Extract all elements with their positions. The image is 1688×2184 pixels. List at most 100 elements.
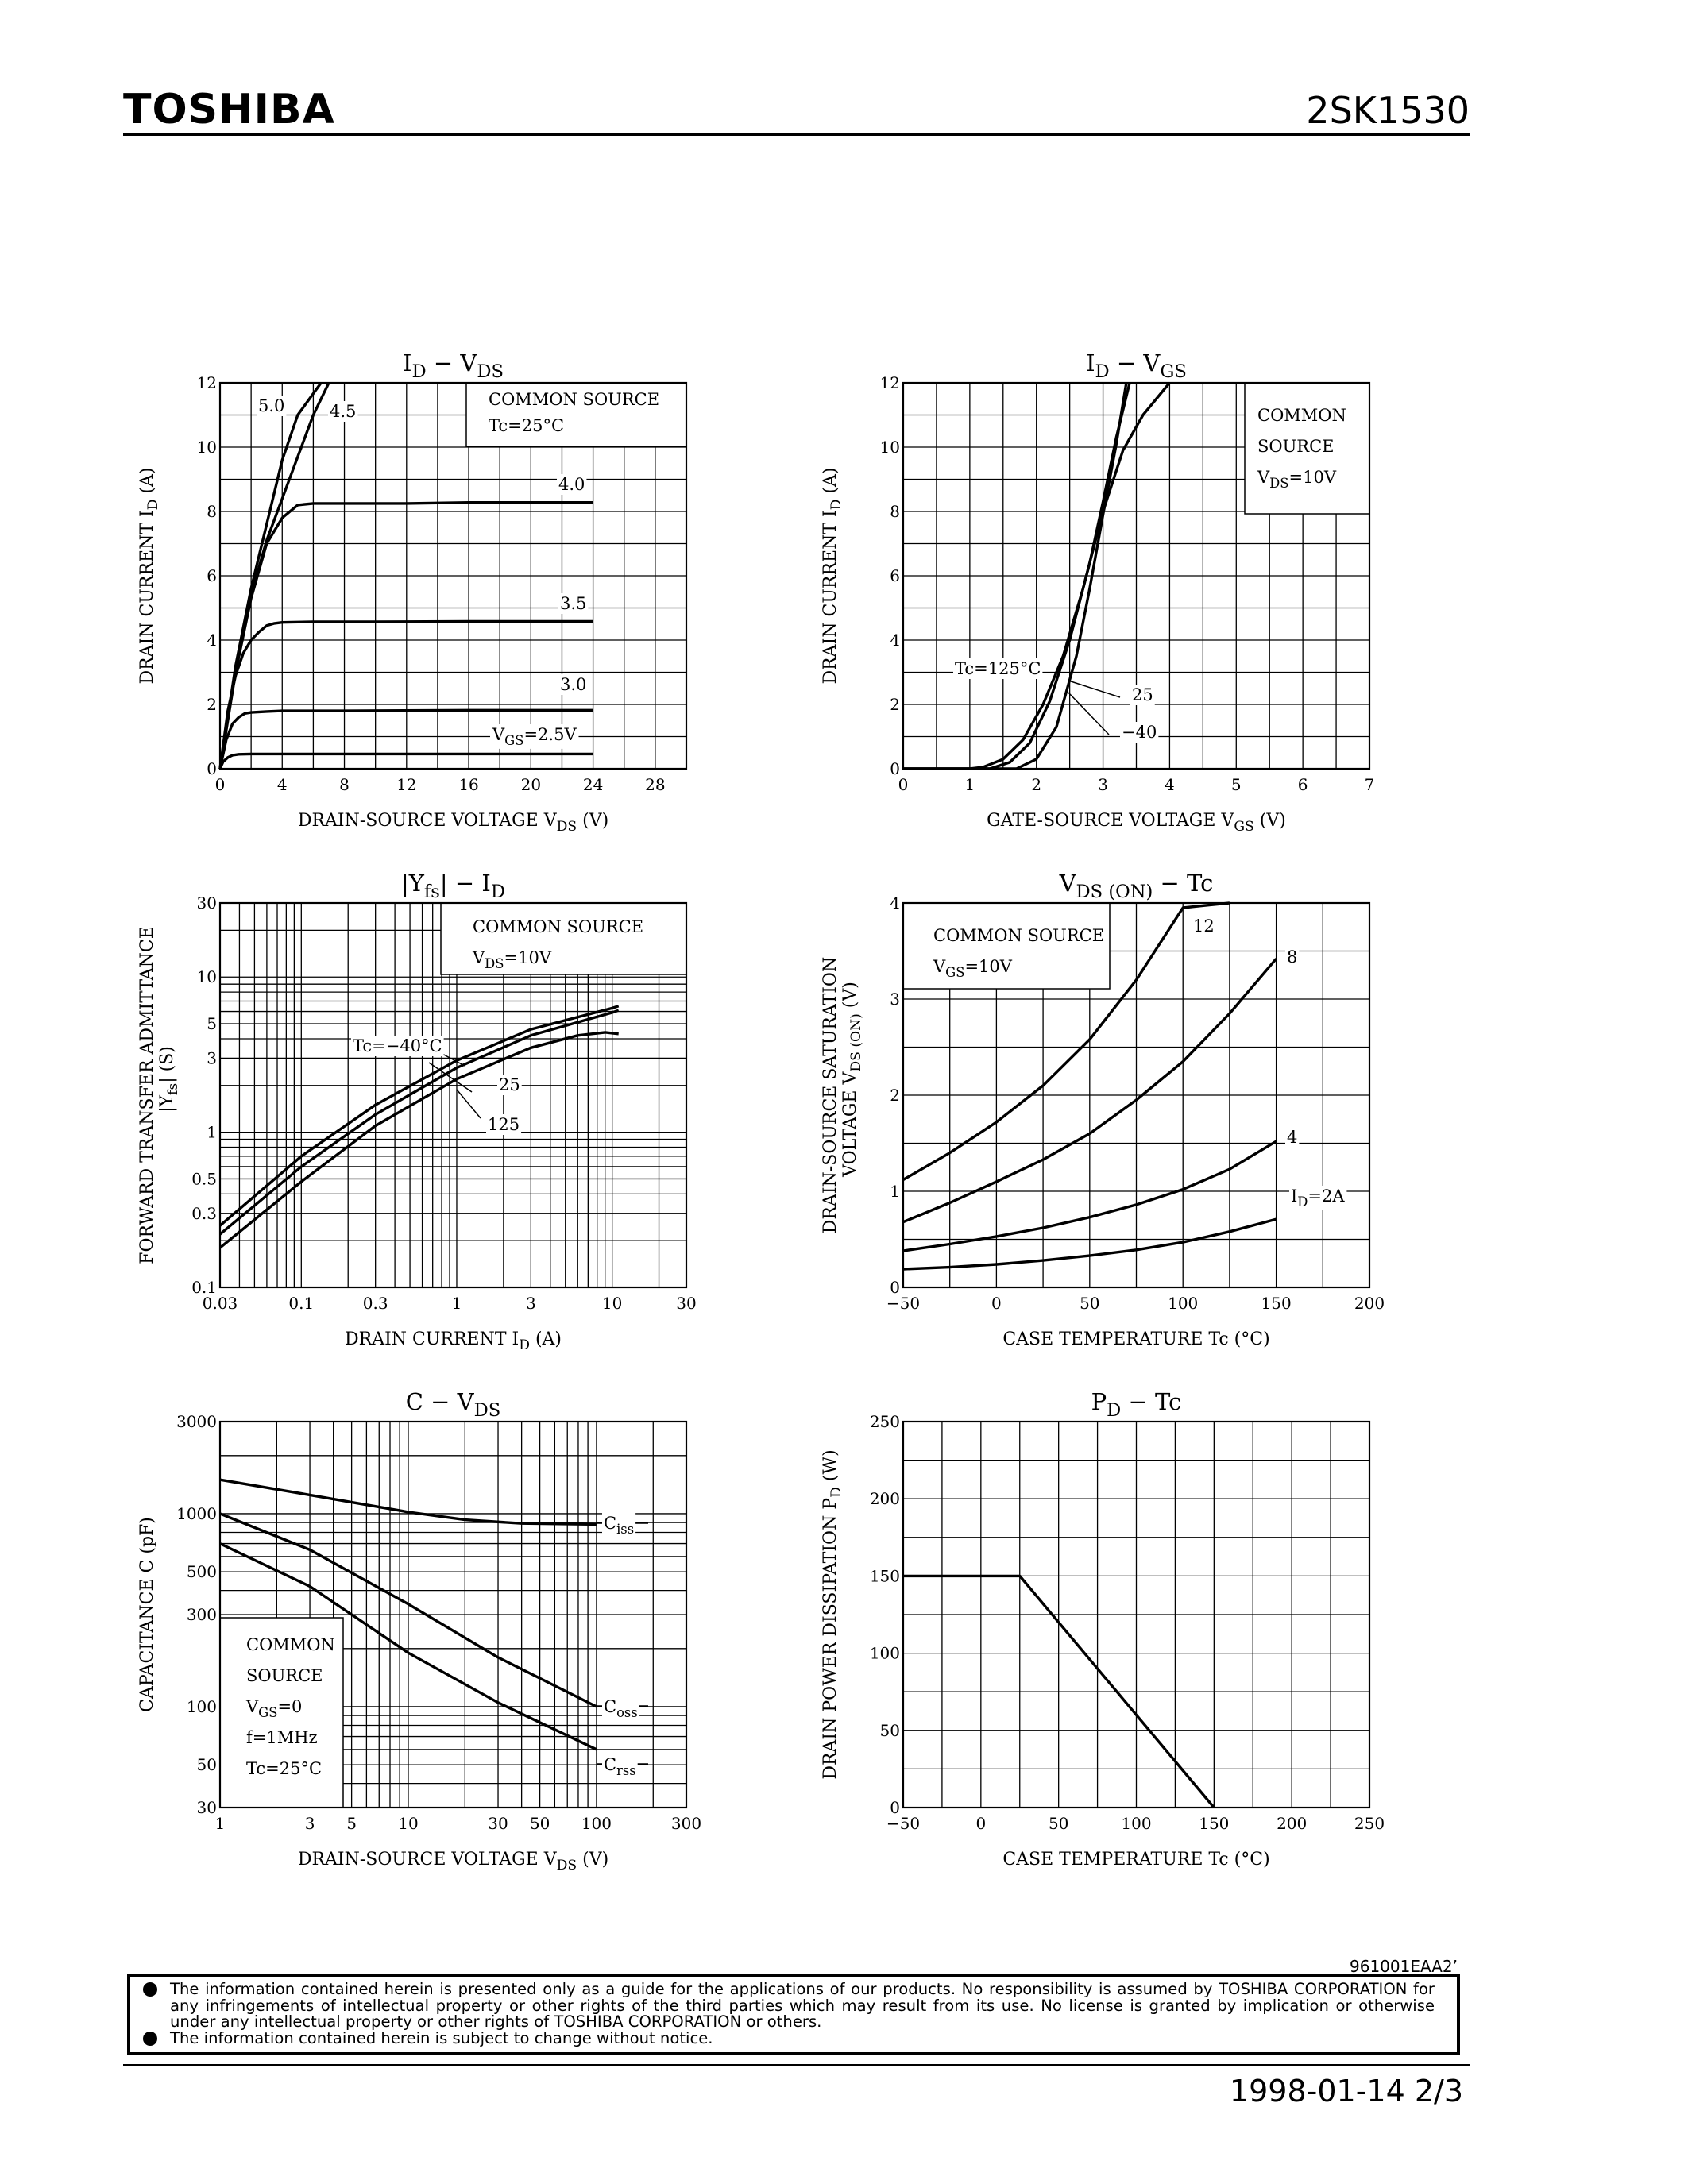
yfs-id-ytick-label: 0.5: [191, 1169, 217, 1188]
pd-tc-ytick-label: 250: [870, 1412, 900, 1431]
vdson-tc-title-part: V: [1059, 870, 1077, 897]
c-vds-xtick-label: 1: [215, 1814, 226, 1833]
vdson-tc-title: VDS (ON) − Tc: [1059, 870, 1214, 902]
pd-tc-xtick-label: 50: [1049, 1814, 1068, 1833]
id-vgs-xlabel: GATE-SOURCE VOLTAGE VGS (V): [987, 811, 1286, 835]
id-vgs-xtick-label: 2: [1031, 775, 1041, 794]
vdson-tc-title-part: DS (ON): [1076, 882, 1153, 902]
id-vgs-legend-text-part: SOURCE: [1257, 437, 1335, 456]
id-vgs-xtick-label-part: 2: [1031, 775, 1041, 794]
vdson-tc-ytick-label-part: 1: [890, 1182, 900, 1201]
id-vgs-ytick-label: 12: [880, 373, 900, 392]
id-vds-xtick-label-part: 4: [277, 775, 288, 794]
id-vgs-xlabel-part: (V): [1254, 811, 1286, 831]
id-vds-annotation-bg: [558, 593, 589, 614]
id-vgs-series-25: [903, 382, 1131, 770]
c-vds-plot-frame: [218, 1420, 688, 1809]
id-vgs-legend-text-part: COMMON: [1257, 406, 1346, 425]
yfs-id-ylabel-part: FORWARD TRANSFER ADMITTANCE: [137, 926, 157, 1264]
id-vds-series-30: [218, 708, 593, 770]
c-vds-legend-box: [219, 1617, 344, 1808]
pd-tc-ytick-label: 200: [870, 1489, 900, 1508]
id-vds-ylabel-part: DRAIN CURRENT I: [137, 510, 157, 684]
c-vds-legend-text-part: =0: [277, 1697, 302, 1716]
pd-tc-plot-frame: [902, 1420, 1371, 1809]
id-vgs-leader-line: [1068, 680, 1121, 698]
pd-tc-xtick-label-part: 250: [1354, 1814, 1385, 1833]
yfs-id-xtick-label: 10: [602, 1294, 622, 1313]
c-vds-xtick-label-part: 50: [530, 1814, 550, 1833]
id-vgs-xtick-label: 3: [1098, 775, 1108, 794]
yfs-id-legend-text-part: COMMON SOURCE: [473, 917, 643, 936]
yfs-id-leader-line: [456, 1089, 481, 1119]
yfs-id-xlabel-part: DRAIN CURRENT I: [345, 1329, 519, 1349]
c-vds-ytick-label: 3000: [176, 1412, 217, 1431]
id-vgs-xtick-label-part: 6: [1298, 775, 1308, 794]
id-vgs-xtick-label-part: 4: [1165, 775, 1175, 794]
bullet-icon: [143, 2031, 157, 2046]
vdson-tc-annotation: 4: [1287, 1128, 1297, 1147]
c-vds-annotation-part: iss: [616, 1522, 634, 1537]
yfs-id-annotation: 25: [499, 1075, 520, 1094]
id-vds-legend-box: [465, 382, 687, 447]
c-vds-series-ciss: [219, 1478, 597, 1526]
id-vds-ytick-label-part: 4: [207, 631, 217, 650]
c-vds-legend-text-part: GS: [258, 1705, 277, 1720]
c-vds-annotation-part: rss: [616, 1763, 636, 1778]
id-vds-xtick-label: 16: [458, 775, 478, 794]
c-vds-legend-text: f=1MHz: [246, 1728, 318, 1747]
yfs-id-xlabel: DRAIN CURRENT ID (A): [345, 1329, 562, 1353]
vdson-tc-annotation-bg: [1285, 1127, 1300, 1148]
yfs-id-ylabel-2-part: fs: [165, 1083, 181, 1095]
yfs-id-ytick-label-part: 0.1: [191, 1278, 217, 1297]
id-vgs-ytick-label: 2: [890, 695, 900, 714]
vdson-tc-ylabel: DRAIN-SOURCE SATURATION: [821, 957, 840, 1233]
vdson-tc-annotation-part: 8: [1287, 947, 1297, 967]
c-vds-xlabel-part: (V): [577, 1850, 608, 1870]
pd-tc-title-part: D: [1107, 1400, 1121, 1421]
id-vgs-ytick-label: 10: [880, 438, 900, 457]
id-vgs-xtick-label-part: 3: [1098, 775, 1108, 794]
vdson-tc-ylabel-2-part: (V): [840, 982, 860, 1013]
yfs-id-legend-text: VDS=10V: [472, 948, 552, 971]
yfs-id-xtick-label-part: 0.03: [203, 1294, 238, 1313]
vdson-tc-legend-box: [902, 902, 1111, 990]
id-vgs-xtick-label-part: 5: [1231, 775, 1242, 794]
id-vgs-annotation-bg: [1120, 722, 1159, 743]
id-vgs-ytick-label: 8: [890, 502, 900, 521]
id-vds-xtick-label-part: 12: [396, 775, 416, 794]
yfs-id-ytick-label: 5: [207, 1014, 217, 1033]
c-vds-ytick-label: 300: [187, 1605, 217, 1624]
c-vds-series-coss: [219, 1512, 597, 1708]
pd-tc-title-part: P: [1091, 1388, 1107, 1415]
vdson-tc-annotation-part: 12: [1193, 916, 1215, 936]
vdson-tc-xtick-label-part: 100: [1168, 1294, 1198, 1313]
yfs-id-title-part: |Y: [401, 870, 425, 897]
notice-text-2: The information contained herein is subj…: [170, 2028, 713, 2047]
yfs-id-annotation-bg: [497, 1075, 522, 1095]
id-vgs-ytick-label-part: 0: [890, 759, 900, 778]
id-vgs-xtick-label: 5: [1231, 775, 1242, 794]
id-vds-annotation: 3.5: [560, 594, 586, 613]
id-vds-xtick-label: 0: [215, 775, 226, 794]
vdson-tc-title-part: − Tc: [1153, 870, 1213, 897]
yfs-id-xtick-label: 0.1: [288, 1294, 314, 1313]
id-vds-xtick-label: 28: [645, 775, 665, 794]
vdson-tc-ytick-label: 3: [890, 990, 900, 1009]
pd-tc-ytick-label-part: 200: [870, 1489, 900, 1508]
notice-box: The information contained herein is pres…: [127, 1974, 1460, 2055]
pd-tc-ytick-label-part: 250: [870, 1412, 900, 1431]
yfs-id-series-125: [218, 1031, 619, 1249]
id-vgs-xtick-label-part: 7: [1365, 775, 1375, 794]
vdson-tc-xtick-label-part: 50: [1080, 1294, 1099, 1313]
id-vds-annotation: 4.5: [330, 402, 356, 421]
id-vds-ytick-label: 4: [207, 631, 217, 650]
vdson-tc-series-4: [902, 1140, 1277, 1252]
id-vds-annotation-part: 3.0: [560, 675, 586, 694]
c-vds-legend-text-part: V: [245, 1697, 259, 1716]
id-vgs-legend-text: SOURCE: [1257, 437, 1335, 456]
id-vds-xtick-label: 12: [396, 775, 416, 794]
c-vds-ytick-label: 30: [197, 1798, 217, 1817]
id-vgs-ytick-label-part: 6: [890, 566, 900, 585]
vdson-tc-series-12: [902, 901, 1230, 1181]
